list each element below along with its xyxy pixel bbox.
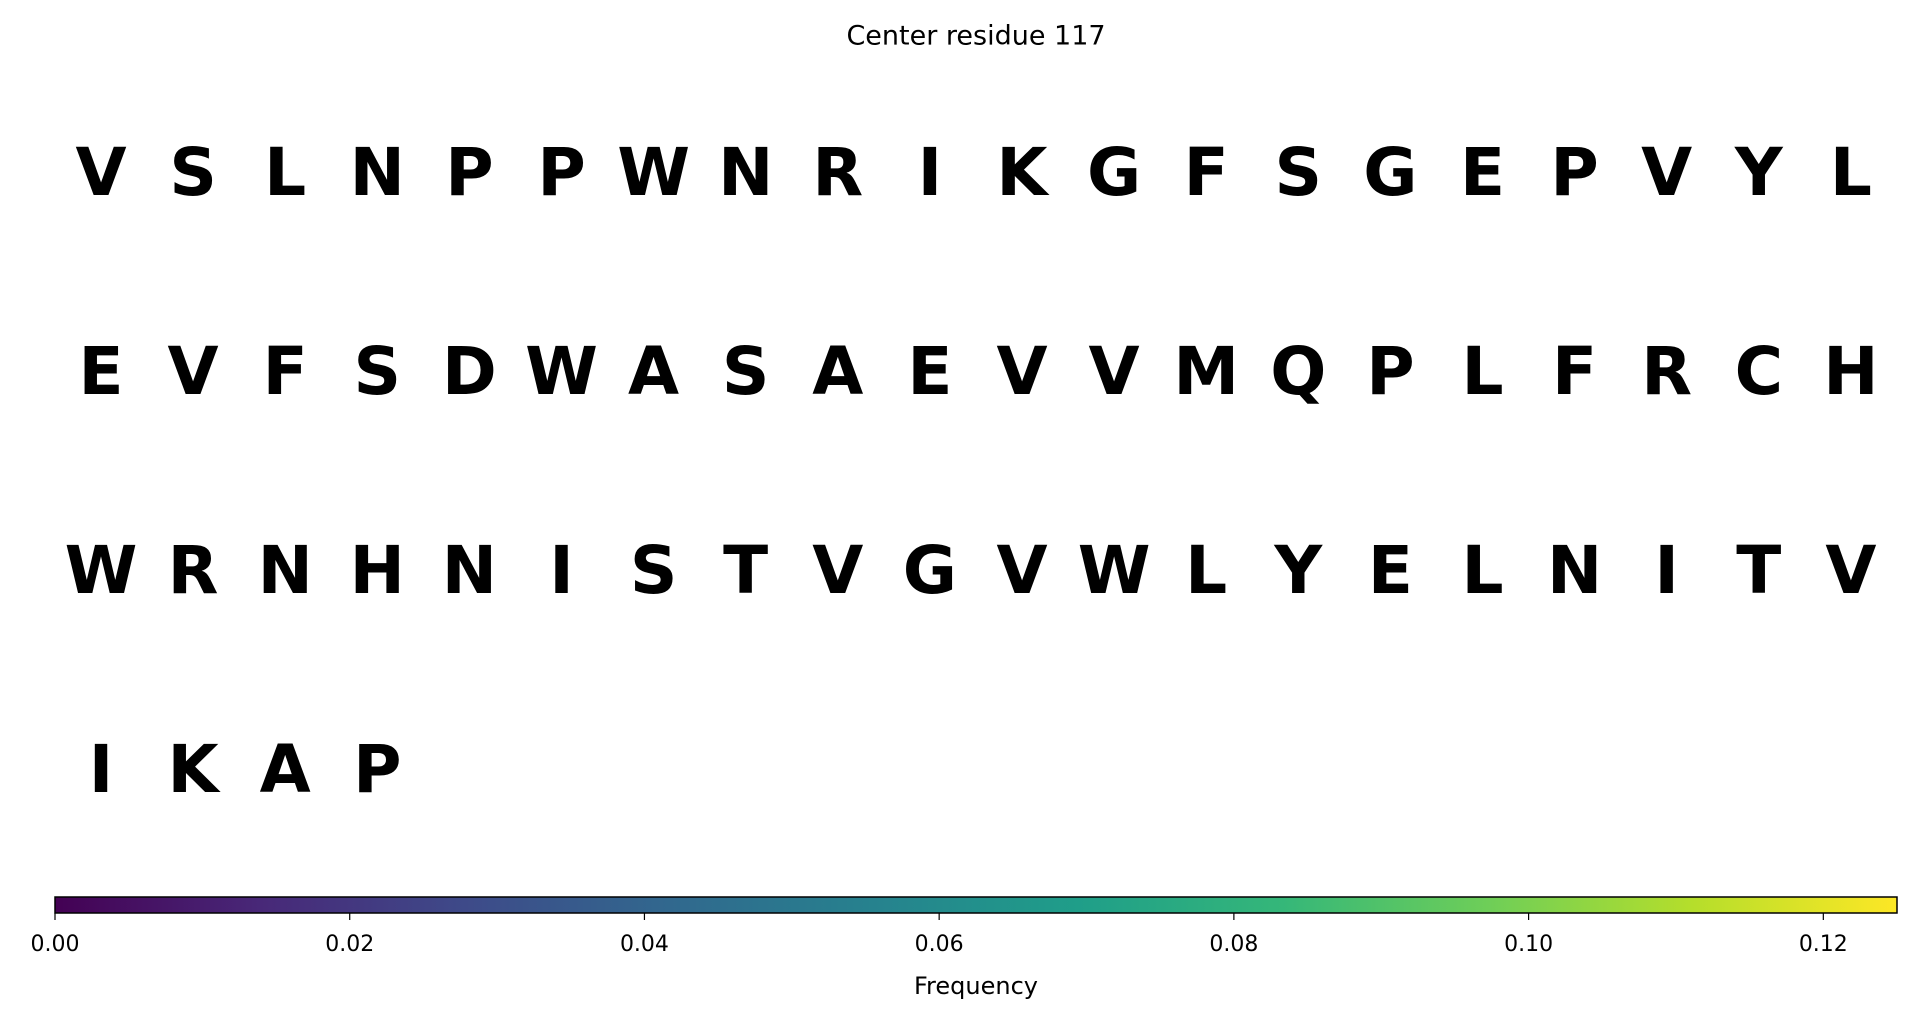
residue-letter: E [1368, 532, 1413, 609]
residue-letter: E [1460, 134, 1505, 211]
residue-letter: C [1735, 333, 1783, 410]
residue-letter: V [1089, 333, 1140, 410]
residue-letter: G [903, 532, 957, 609]
residue-letter: K [168, 731, 222, 808]
residue-letter: I [918, 134, 943, 211]
residue-letter: A [812, 333, 863, 410]
residue-letter: R [168, 532, 219, 609]
residue-letter: P [1550, 134, 1598, 211]
residue-letter: W [617, 134, 690, 211]
residue-letter: N [350, 134, 405, 211]
residue-letter: M [1173, 333, 1239, 410]
residue-letter: S [1275, 134, 1323, 211]
residue-letter: V [812, 532, 863, 609]
residue-letter: S [722, 333, 770, 410]
residue-letter: W [1078, 532, 1151, 609]
residue-letter: V [75, 134, 126, 211]
residue-letter: F [263, 333, 308, 410]
residue-letter: Q [1270, 333, 1326, 410]
residue-letter: N [258, 532, 313, 609]
residue-letter: D [442, 333, 497, 410]
residue-letter: L [1185, 532, 1227, 609]
residue-letter: A [628, 333, 679, 410]
residue-letter: I [549, 532, 574, 609]
residue-letter: E [907, 333, 952, 410]
residue-letter: H [1823, 333, 1878, 410]
residue-letter: F [1184, 134, 1229, 211]
residue-letter: L [1461, 532, 1503, 609]
residue-letter: K [996, 134, 1050, 211]
residue-letter: V [1825, 532, 1876, 609]
residue-letter: T [723, 532, 768, 609]
residue-letter: R [1641, 333, 1692, 410]
residue-letter: S [354, 333, 402, 410]
residue-letter: P [353, 731, 401, 808]
residue-letter: N [442, 532, 497, 609]
residue-letter: H [350, 532, 405, 609]
colorbar [54, 896, 1898, 914]
x-tick-label: 0.04 [620, 932, 669, 957]
residue-letter: S [169, 134, 217, 211]
residue-letter: V [1641, 134, 1692, 211]
residue-letter: N [718, 134, 773, 211]
residue-letter: P [445, 134, 493, 211]
residue-letter: G [1363, 134, 1417, 211]
x-tick-label: 0.12 [1799, 932, 1848, 957]
colorbar-label: Frequency [914, 972, 1038, 1000]
residue-letter: F [1552, 333, 1597, 410]
residue-letter: S [630, 532, 678, 609]
residue-letter: I [1654, 532, 1679, 609]
x-tick-label: 0.10 [1504, 932, 1553, 957]
residue-letter: V [168, 333, 219, 410]
residue-letter: V [996, 333, 1047, 410]
residue-letter: L [264, 134, 306, 211]
residue-letter: V [996, 532, 1047, 609]
residue-letter: P [1366, 333, 1414, 410]
residue-letter: Y [1273, 532, 1323, 609]
residue-letter: R [812, 134, 863, 211]
residue-letter: Y [1734, 134, 1784, 211]
residue-letter: W [65, 532, 138, 609]
residue-letter: I [89, 731, 114, 808]
residue-letter: A [260, 731, 311, 808]
x-tick-label: 0.02 [325, 932, 374, 957]
residue-letter: G [1087, 134, 1141, 211]
residue-letter: T [1736, 532, 1781, 609]
residue-letter: L [1830, 134, 1872, 211]
residue-letter: P [537, 134, 585, 211]
x-tick-label: 0.08 [1209, 932, 1258, 957]
x-tick-label: 0.00 [31, 932, 80, 957]
residue-letter: N [1547, 532, 1602, 609]
residue-letter: E [78, 333, 123, 410]
x-tick-label: 0.06 [915, 932, 964, 957]
residue-letter: L [1461, 333, 1503, 410]
chart-title: Center residue 117 [846, 21, 1105, 52]
residue-letter: W [525, 333, 598, 410]
